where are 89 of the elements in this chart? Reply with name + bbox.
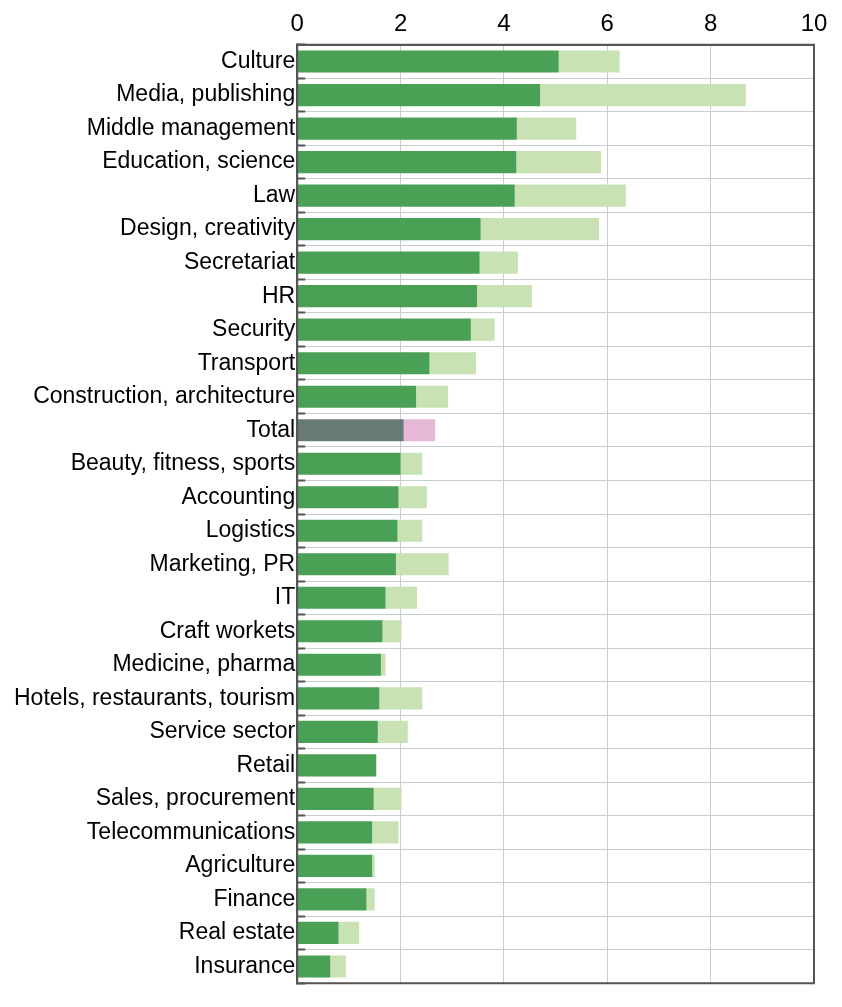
bar xyxy=(372,821,399,844)
y-tick-label: Design, creativity xyxy=(120,214,296,241)
y-tick-label: Hotels, restaurants, tourism xyxy=(13,683,296,710)
x-tick-label: 0 xyxy=(290,9,304,37)
y-tick-label: Agriculture xyxy=(185,851,296,878)
bar xyxy=(514,184,626,207)
bar xyxy=(479,251,518,274)
bar xyxy=(385,586,418,609)
bar xyxy=(297,486,399,509)
bar xyxy=(297,720,378,743)
bar xyxy=(297,50,559,73)
bar xyxy=(297,620,383,643)
bar xyxy=(416,385,449,408)
bar xyxy=(480,218,600,241)
bar xyxy=(297,687,380,710)
bar xyxy=(297,553,396,576)
bar xyxy=(540,84,746,107)
bar xyxy=(558,50,620,73)
y-tick-label: Culture xyxy=(221,46,296,73)
bar xyxy=(470,318,495,341)
y-tick-label: Construction, architecture xyxy=(33,382,296,409)
y-tick-label: Marketing, PR xyxy=(149,549,296,576)
y-tick-label: Real estate xyxy=(178,918,296,945)
bar xyxy=(297,251,480,274)
bar xyxy=(372,854,375,877)
bar xyxy=(297,821,373,844)
bar xyxy=(330,955,346,978)
y-tick-label: Sales, procurement xyxy=(95,784,296,811)
y-tick-label: Finance xyxy=(213,884,296,911)
bar xyxy=(338,921,360,944)
bar xyxy=(297,787,374,810)
bar xyxy=(366,888,375,911)
bar xyxy=(297,754,377,777)
bar xyxy=(379,687,423,710)
x-tick-label: 6 xyxy=(600,9,614,37)
bar xyxy=(516,151,602,174)
y-tick-label: Media, publishing xyxy=(116,80,296,107)
bar xyxy=(377,720,408,743)
bar xyxy=(477,285,532,308)
x-tick-label: 8 xyxy=(703,9,718,37)
bar xyxy=(516,117,577,140)
bar xyxy=(297,184,515,207)
bar xyxy=(395,553,449,576)
bar xyxy=(297,84,541,107)
bar xyxy=(297,285,478,308)
y-tick-label: Service sector xyxy=(149,717,296,744)
bar xyxy=(397,519,423,542)
y-tick-label: Telecommunications xyxy=(86,817,296,844)
y-tick-label: Craft workets xyxy=(159,616,296,643)
bar xyxy=(297,955,331,978)
y-tick-label: Middle management xyxy=(86,113,296,140)
y-tick-label: Education, science xyxy=(102,147,296,174)
bar xyxy=(297,586,386,609)
y-tick-label: Security xyxy=(212,315,296,342)
bar xyxy=(403,419,436,442)
bar xyxy=(297,151,517,174)
y-tick-label: Law xyxy=(253,180,296,207)
x-tick-label: 4 xyxy=(497,9,511,37)
y-tick-label: Medicine, pharma xyxy=(112,650,296,677)
bar xyxy=(297,888,367,911)
bar xyxy=(380,653,386,676)
bar xyxy=(297,419,404,442)
y-tick-label: IT xyxy=(274,583,296,610)
bar xyxy=(297,385,417,408)
x-tick-label: 2 xyxy=(393,9,408,37)
bar xyxy=(297,519,398,542)
y-tick-label: HR xyxy=(261,281,296,308)
bar xyxy=(429,352,477,375)
bar xyxy=(398,486,427,509)
x-tick-label: 10 xyxy=(800,9,828,37)
y-tick-label: Transport xyxy=(197,348,296,375)
bar xyxy=(297,854,373,877)
bar xyxy=(297,921,339,944)
y-tick-label: Logistics xyxy=(205,516,296,543)
bar xyxy=(297,452,401,475)
y-tick-label: Accounting xyxy=(181,482,296,509)
y-tick-label: Secretariat xyxy=(183,247,296,274)
y-tick-label: Total xyxy=(246,415,296,442)
bar xyxy=(297,218,481,241)
bar xyxy=(373,787,402,810)
bar xyxy=(297,352,430,375)
bar xyxy=(297,117,517,140)
bar xyxy=(382,620,402,643)
bar xyxy=(400,452,423,475)
bar xyxy=(297,318,471,341)
bar xyxy=(297,653,381,676)
y-tick-label: Insurance xyxy=(194,951,296,978)
y-tick-label: Beauty, fitness, sports xyxy=(70,449,296,476)
y-tick-label: Retail xyxy=(236,750,296,777)
